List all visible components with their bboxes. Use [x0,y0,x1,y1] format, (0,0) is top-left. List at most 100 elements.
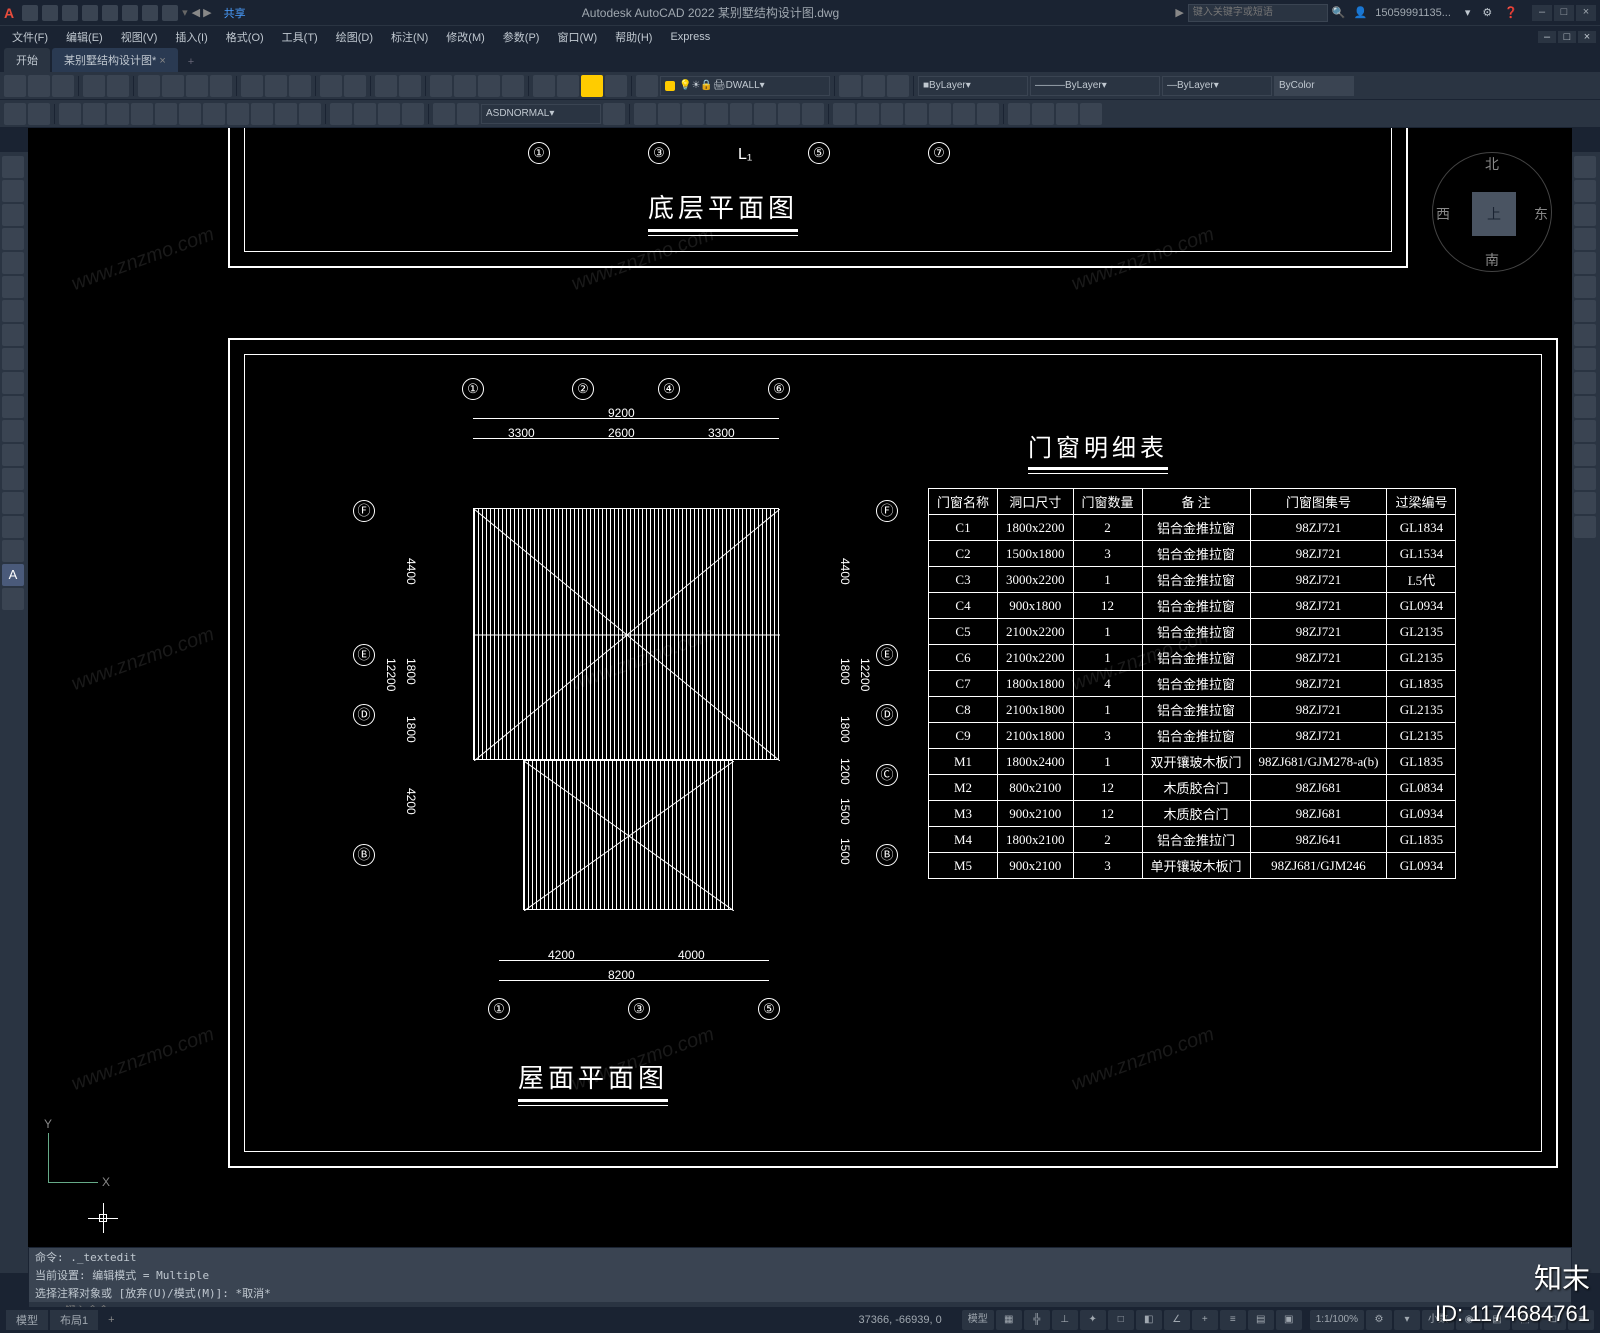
app-menu-icon[interactable]: ⚙ [1482,6,1492,19]
mod-offset-icon[interactable] [1574,228,1596,250]
search-input[interactable] [1188,4,1328,22]
viewcube-top-face[interactable]: 上 [1472,192,1516,236]
plotstyle-dropdown[interactable]: ByColor [1274,76,1354,96]
mod-16-icon[interactable] [1008,103,1030,125]
tab-close-icon[interactable]: × [159,55,165,67]
mod-8-icon[interactable] [802,103,824,125]
tool-f-icon[interactable] [502,75,524,97]
tool-j-icon[interactable] [605,75,627,97]
mod-19-icon[interactable] [1080,103,1102,125]
draw-block-icon[interactable] [2,420,24,442]
mod-18-icon[interactable] [1056,103,1078,125]
view-cube[interactable]: 上 北 南 东 西 [1432,152,1552,272]
mod-copy-icon[interactable] [1574,180,1596,202]
sb-model-label[interactable]: 模型 [962,1310,994,1330]
dim-up-icon[interactable] [457,103,479,125]
qat-plot-icon[interactable] [102,5,118,21]
menu-tools[interactable]: 工具(T) [274,27,326,47]
mod-join-icon[interactable] [1574,444,1596,466]
sb-qp-icon[interactable]: ▣ [1276,1310,1302,1330]
mod-chamfer-icon[interactable] [1574,468,1596,490]
tool-a-icon[interactable] [265,75,287,97]
sb-scale-label[interactable]: 1:1/100% [1310,1310,1364,1330]
dim-t3-icon[interactable] [378,103,400,125]
tool-pan-icon[interactable] [375,75,397,97]
tool-layer3-icon[interactable] [863,75,885,97]
doc-maximize-button[interactable]: □ [1558,31,1576,43]
mod-mirror-icon[interactable] [1574,204,1596,226]
tool-undo2-icon[interactable] [320,75,342,97]
draw-xline-icon[interactable] [2,180,24,202]
dim-c-icon[interactable] [227,103,249,125]
menu-modify[interactable]: 修改(M) [438,27,493,47]
help-icon[interactable]: ❓ [1504,6,1518,19]
qat-extra-icon[interactable] [162,5,178,21]
dimstyle-dropdown[interactable]: ASDNORMAL ▾ [481,104,601,124]
dim-t1-icon[interactable] [330,103,352,125]
close-button[interactable]: × [1576,5,1596,21]
menu-help[interactable]: 帮助(H) [607,27,660,47]
draw-point-icon[interactable] [2,444,24,466]
tool-h-icon[interactable] [557,75,579,97]
mod-fillet-icon[interactable] [1574,492,1596,514]
menu-express[interactable]: Express [662,29,718,45]
draw-line-icon[interactable] [2,156,24,178]
search-go-icon[interactable]: 🔍 [1332,6,1346,19]
tab-new-button[interactable]: + [180,52,202,72]
menu-window[interactable]: 窗口(W) [549,27,605,47]
dim-co-icon[interactable] [299,103,321,125]
dim-h-icon[interactable] [4,103,26,125]
sb-tr-icon[interactable]: ▤ [1248,1310,1274,1330]
modelspace-tab[interactable]: 模型 [6,1310,48,1330]
tool-b-icon[interactable] [289,75,311,97]
linetype-dropdown[interactable]: ——— ByLayer ▾ [1030,76,1160,96]
dim-o-icon[interactable] [179,103,201,125]
mod-explode-icon[interactable] [1574,516,1596,538]
layout-add-button[interactable]: + [100,1312,122,1328]
mod-rotate-icon[interactable] [1574,300,1596,322]
qat-save-icon[interactable] [62,5,78,21]
dim-ba-icon[interactable] [275,103,297,125]
draw-circle-icon[interactable] [2,300,24,322]
mod-15-icon[interactable] [977,103,999,125]
sb-ortho-icon[interactable]: ⊥ [1052,1310,1078,1330]
tool-layer4-icon[interactable] [887,75,909,97]
mod-break-icon[interactable] [1574,420,1596,442]
tool-match-icon[interactable] [210,75,232,97]
dim-q-icon[interactable] [251,103,273,125]
draw-region-icon[interactable] [2,516,24,538]
doc-close-button[interactable]: × [1578,31,1596,43]
tool-zoom-icon[interactable] [399,75,421,97]
tool-redo2-icon[interactable] [344,75,366,97]
draw-rect-icon[interactable] [2,252,24,274]
dim-b-icon[interactable] [203,103,225,125]
sb-lwt-icon[interactable]: ≡ [1220,1310,1246,1330]
dim-ang-icon[interactable] [83,103,105,125]
tool-layer1-icon[interactable] [636,75,658,97]
lineweight-dropdown[interactable]: — ByLayer ▾ [1162,76,1272,96]
dim-t4-icon[interactable] [402,103,424,125]
mod-erase-icon[interactable] [1574,156,1596,178]
drawing-canvas[interactable]: www.znzmo.com www.znzmo.com www.znzmo.co… [28,128,1572,1273]
menu-param[interactable]: 参数(P) [495,27,548,47]
dim-s-icon[interactable] [603,103,625,125]
draw-arc-icon[interactable] [2,276,24,298]
cloud-icon[interactable]: ▾ [1465,6,1471,19]
mod-4-icon[interactable] [706,103,728,125]
sb-polar-icon[interactable]: ✦ [1080,1310,1106,1330]
sb-osnap-icon[interactable]: □ [1108,1310,1134,1330]
draw-ellarc-icon[interactable] [2,372,24,394]
draw-polygon-icon[interactable] [2,228,24,250]
minimize-button[interactable]: – [1532,5,1552,21]
menu-dim[interactable]: 标注(N) [383,27,436,47]
mod-14-icon[interactable] [953,103,975,125]
tool-d-icon[interactable] [454,75,476,97]
mod-stretch-icon[interactable] [1574,348,1596,370]
mod-trim-icon[interactable] [1574,372,1596,394]
tool-g-icon[interactable] [533,75,555,97]
mod-3-icon[interactable] [682,103,704,125]
mod-7-icon[interactable] [778,103,800,125]
tab-start[interactable]: 开始 [4,48,50,72]
draw-table-icon[interactable] [2,540,24,562]
mod-9-icon[interactable] [833,103,855,125]
